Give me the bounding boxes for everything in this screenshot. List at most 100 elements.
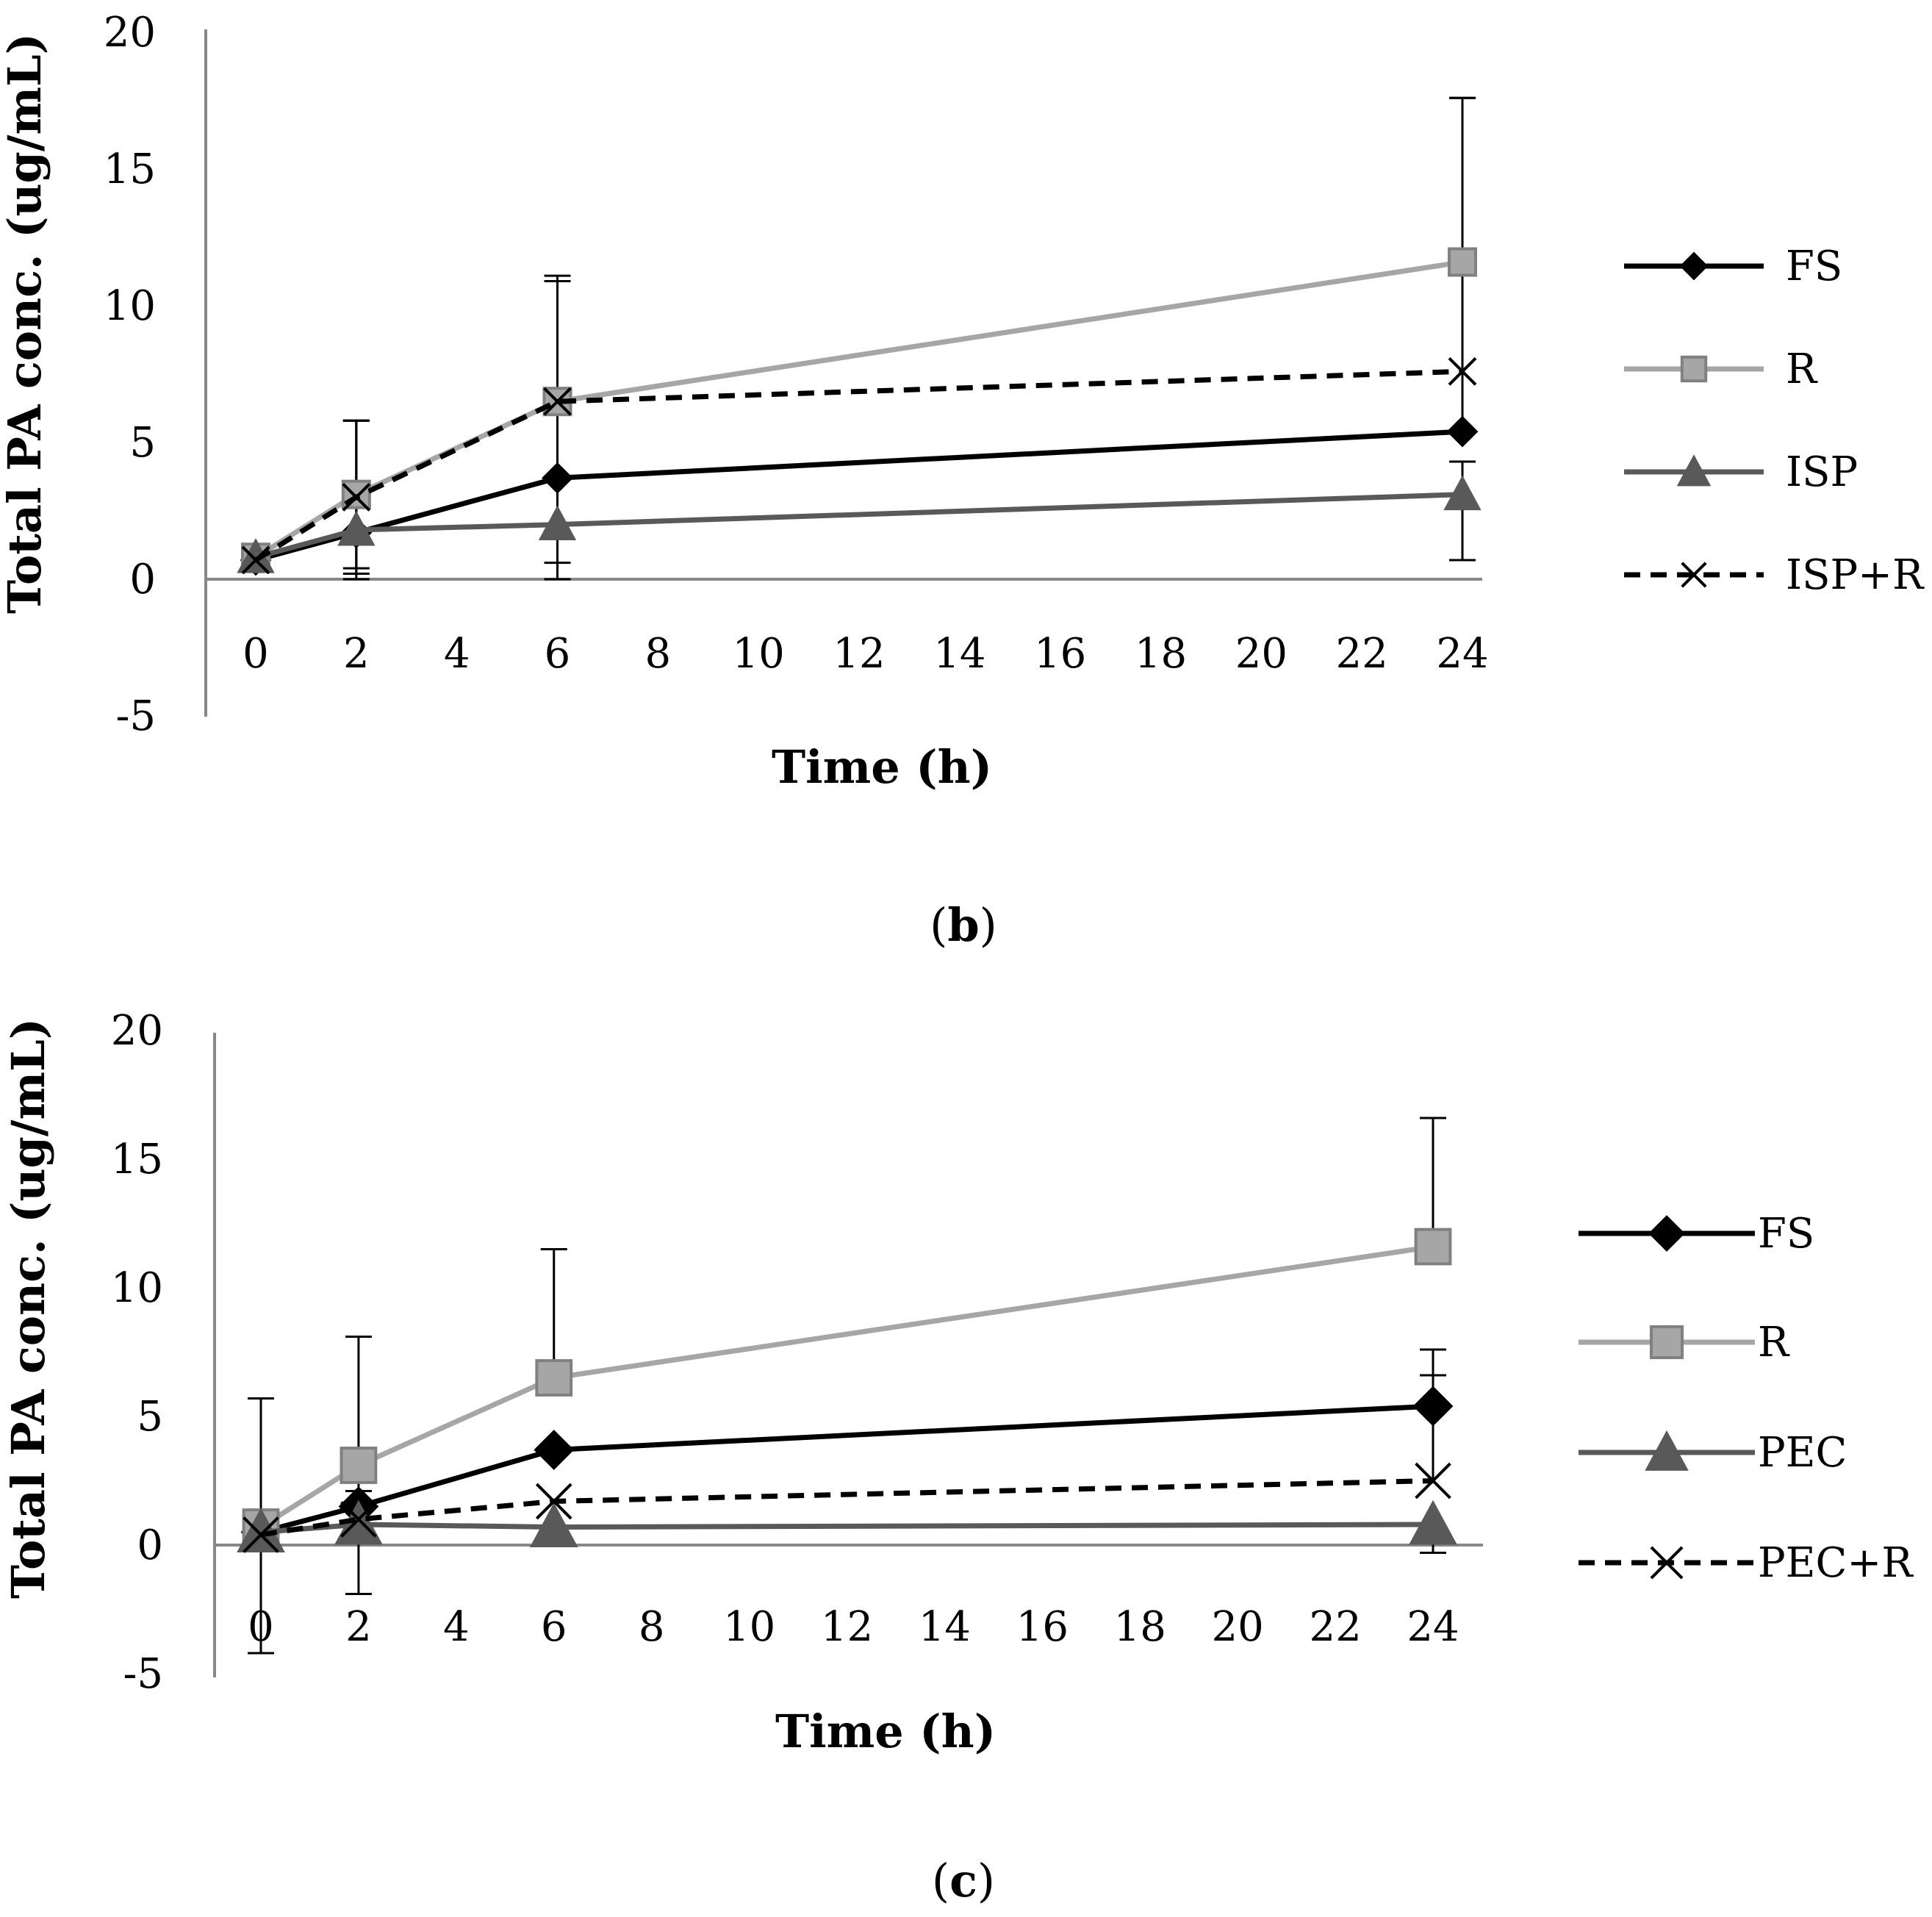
caption-letter: b: [947, 898, 979, 952]
caption-letter: c: [949, 1854, 977, 1907]
x-tick-label: 18: [1135, 630, 1187, 678]
x-tick-label: 22: [1336, 630, 1388, 678]
data-point-pec-plus-r: [340, 1501, 377, 1538]
x-tick-label: 10: [723, 1603, 775, 1651]
data-point-isp: [337, 510, 376, 546]
data-point-pec-plus-r: [535, 1483, 572, 1520]
data-point-isp: [1443, 475, 1482, 511]
data-point-fs: [1412, 1386, 1454, 1427]
x-tick-labels: 0 2 4 6 8 10 12 14 16 18 20 22 24: [243, 630, 1488, 678]
series-line-fs: [260, 1403, 1434, 1535]
legend-marker-fs: [1648, 1215, 1685, 1252]
data-point-isp-plus-r: [342, 482, 371, 512]
y-axis-title: Total PA conc. (ug/mL): [1, 1018, 55, 1599]
data-point-r: [1414, 1228, 1452, 1266]
legend-marker-r: [1680, 355, 1708, 383]
x-tick-label: 14: [933, 630, 985, 678]
data-point-r: [535, 1359, 573, 1397]
y-tick-labels: 20 15 10 5 0 -5: [111, 1007, 163, 1698]
data-series: [237, 1228, 1457, 1553]
series-line-pec: [260, 1522, 1434, 1535]
y-tick-label: 5: [129, 419, 156, 467]
legend: FS R PEC PEC+R: [1579, 1210, 1914, 1587]
y-tick-label: -5: [115, 692, 156, 740]
x-tick-label: 20: [1212, 1603, 1264, 1651]
caption-close: ): [977, 1854, 995, 1907]
y-tick-label: 15: [111, 1136, 163, 1183]
data-point-isp: [538, 505, 577, 540]
legend-label-pec: PEC: [1758, 1429, 1847, 1477]
data-point-r: [1448, 247, 1477, 277]
y-tick-label: 15: [104, 146, 156, 193]
y-tick-labels: 20 15 10 5 0 -5: [104, 9, 156, 740]
legend-marker-r: [1649, 1325, 1684, 1360]
y-tick-label: 20: [111, 1007, 163, 1055]
series-line-pec-plus-r: [260, 1478, 1434, 1538]
series-line-isp: [255, 492, 1463, 560]
panel-caption: (c): [932, 1854, 995, 1907]
legend-marker-isp: [1676, 454, 1712, 487]
x-tick-label: 10: [733, 630, 785, 678]
legend-label-isp-plus-r: ISP+R: [1786, 551, 1925, 599]
caption-close: ): [980, 898, 997, 952]
x-axis-title: Time (h): [775, 1705, 996, 1758]
data-point-isp-plus-r: [1448, 356, 1477, 386]
series-line-fs: [255, 429, 1463, 563]
x-tick-label: 12: [821, 1603, 873, 1651]
x-tick-label: 8: [645, 630, 672, 678]
legend-label-pec-plus-r: PEC+R: [1758, 1539, 1914, 1587]
data-point-pec: [1409, 1499, 1457, 1545]
data-point-fs: [542, 462, 573, 494]
data-series: [237, 247, 1482, 576]
y-tick-label: 0: [129, 556, 156, 603]
x-tick-label: 2: [343, 630, 370, 678]
legend-label-r: R: [1758, 1319, 1790, 1366]
x-tick-label: 16: [1034, 630, 1086, 678]
series-line-r: [259, 1244, 1434, 1530]
y-axis-title: Total PA conc. (ug/mL): [0, 33, 51, 614]
x-tick-label: 18: [1114, 1603, 1166, 1651]
y-tick-label: -5: [123, 1650, 163, 1698]
x-tick-label: 6: [545, 630, 571, 678]
legend-label-r: R: [1786, 345, 1818, 393]
x-axis-title: Time (h): [772, 740, 992, 794]
panel-caption: (b): [930, 898, 997, 952]
x-tick-label: 16: [1016, 1603, 1069, 1651]
series-line-isp-plus-r: [254, 368, 1463, 562]
legend-label-fs: FS: [1758, 1210, 1814, 1258]
x-tick-label: 4: [443, 1603, 470, 1651]
y-tick-label: 20: [104, 9, 156, 57]
x-tick-label: 14: [919, 1603, 971, 1651]
legend-marker-fs: [1679, 251, 1709, 281]
x-tick-label: 8: [639, 1603, 665, 1651]
caption-open: (: [930, 898, 947, 952]
y-tick-label: 10: [104, 282, 156, 330]
x-tick-label: 12: [833, 630, 885, 678]
x-tick-labels: 0 2 4 6 8 10 12 14 16 18 20 22 24: [248, 1603, 1459, 1651]
data-point-r: [340, 1447, 378, 1484]
x-tick-label: 24: [1436, 630, 1488, 678]
data-point-isp-plus-r: [241, 545, 270, 575]
data-point-pec-plus-r: [243, 1516, 279, 1553]
x-tick-label: 4: [444, 630, 470, 678]
data-point-fs: [1446, 415, 1479, 448]
legend-marker-pec: [1645, 1430, 1689, 1471]
x-tick-label: 20: [1235, 630, 1288, 678]
legend-marker-pec-plus-r: [1650, 1546, 1684, 1580]
y-tick-label: 10: [111, 1264, 163, 1312]
data-point-pec: [529, 1502, 578, 1548]
legend-label-fs: FS: [1786, 243, 1842, 290]
legend-marker-isp-plus-r: [1681, 562, 1707, 588]
caption-open: (: [932, 1854, 949, 1907]
x-tick-label: 22: [1309, 1603, 1361, 1651]
data-point-fs: [534, 1430, 575, 1470]
x-tick-label: 24: [1407, 1603, 1459, 1651]
x-tick-label: 6: [541, 1603, 567, 1651]
y-tick-label: 0: [137, 1522, 163, 1569]
y-tick-label: 5: [137, 1393, 163, 1441]
legend: FS R ISP ISP+R: [1624, 243, 1925, 599]
x-tick-label: 0: [243, 630, 269, 678]
data-point-isp-plus-r: [543, 387, 572, 416]
